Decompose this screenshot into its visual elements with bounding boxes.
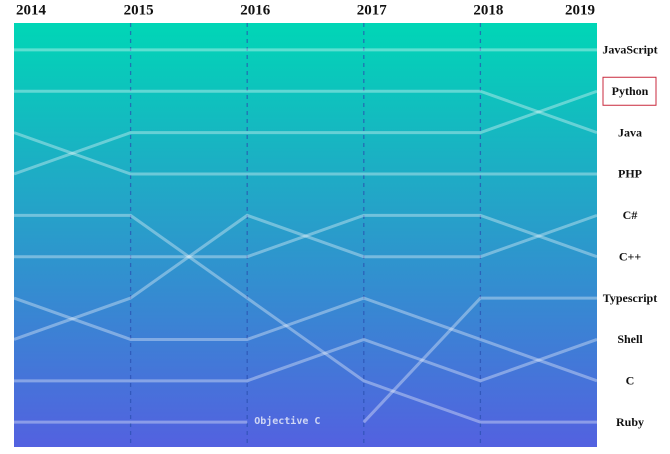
series-label: Objective C: [254, 415, 320, 427]
series-label: PHP: [618, 167, 642, 181]
plot-background: [14, 23, 597, 447]
series-label: C: [626, 374, 635, 388]
x-tick-label: 2017: [357, 2, 388, 18]
series-line: [13, 296, 598, 383]
x-tick-label: 2019: [565, 2, 595, 18]
series-line: [362, 296, 597, 424]
x-tick-label: 2014: [16, 2, 47, 18]
series-line: [14, 337, 598, 383]
series-label: Typescript: [603, 291, 657, 305]
series-label: Java: [618, 125, 642, 139]
series-line: [14, 89, 598, 135]
series-label: C++: [619, 249, 642, 263]
x-tick-label: 2016: [240, 2, 271, 18]
highlight-box: [602, 76, 657, 106]
series-line: [14, 213, 598, 259]
x-tick-label: 2018: [473, 2, 503, 18]
series-label: JavaScript: [602, 43, 657, 57]
series-line: [13, 131, 597, 176]
x-tick-label: 2015: [124, 2, 154, 18]
series-label: Ruby: [616, 415, 644, 429]
series-line: [13, 89, 598, 176]
series-label: C#: [623, 208, 638, 222]
series-label: Python: [612, 84, 649, 98]
series-line: [13, 213, 598, 341]
series-label: Shell: [617, 332, 643, 346]
series-line: [14, 213, 597, 424]
